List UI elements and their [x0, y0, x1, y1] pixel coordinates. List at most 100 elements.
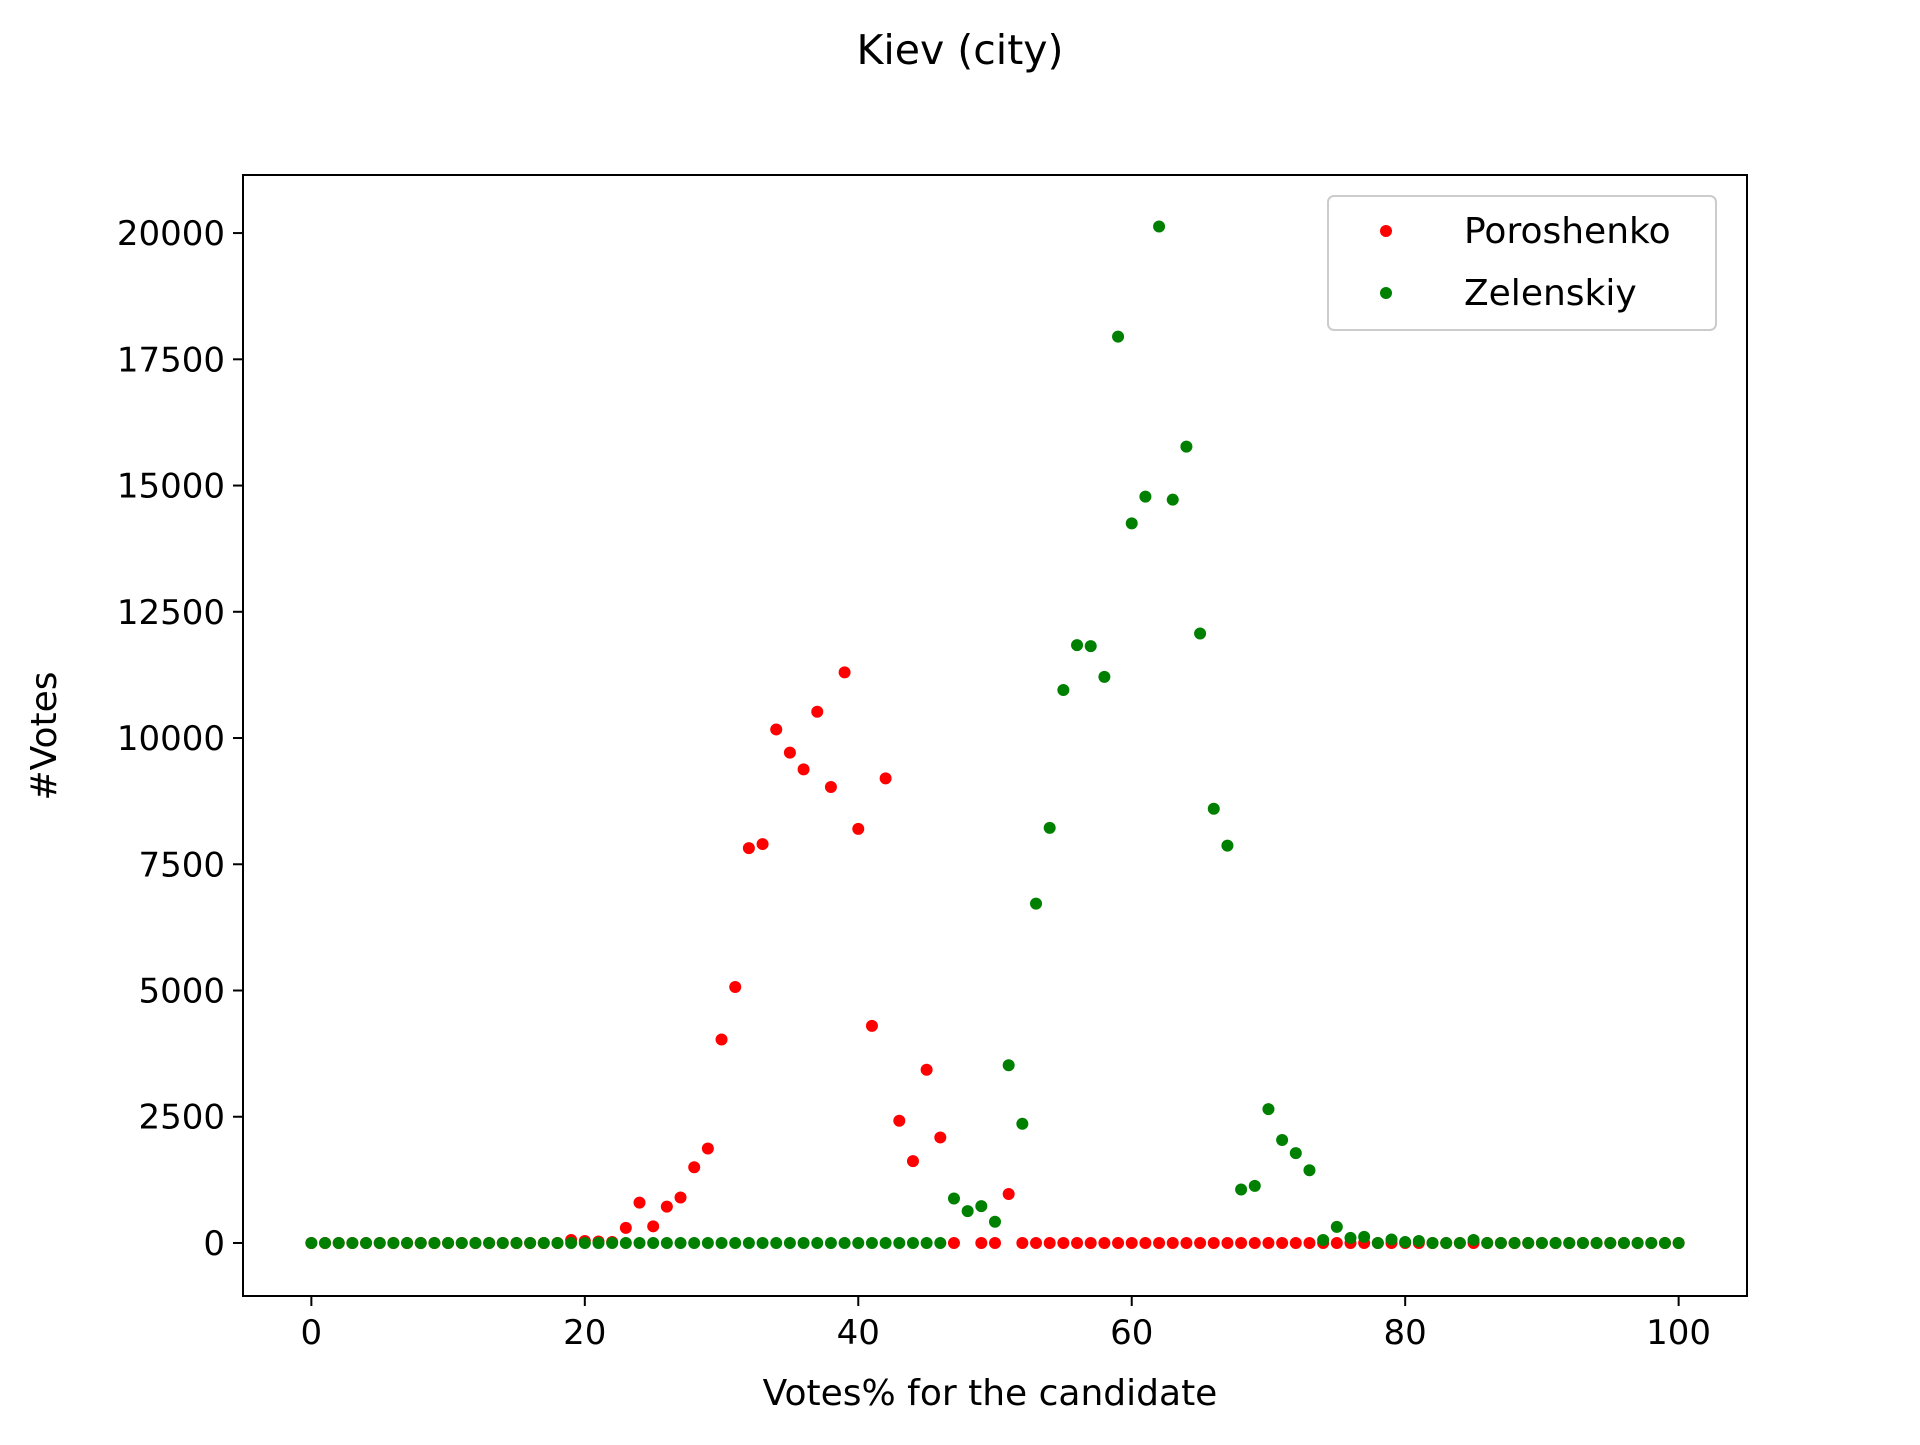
point-zelenskiy — [1508, 1236, 1521, 1249]
point-zelenskiy — [852, 1236, 865, 1249]
point-zelenskiy — [729, 1236, 742, 1249]
point-zelenskiy — [1344, 1231, 1357, 1244]
point-zelenskiy — [606, 1236, 619, 1249]
point-poroshenko — [1207, 1236, 1220, 1249]
point-poroshenko — [1221, 1236, 1234, 1249]
point-zelenskiy — [647, 1236, 660, 1249]
point-poroshenko — [1084, 1236, 1097, 1249]
point-poroshenko — [1194, 1236, 1207, 1249]
point-poroshenko — [1071, 1236, 1084, 1249]
point-zelenskiy — [674, 1236, 687, 1249]
point-zelenskiy — [496, 1236, 509, 1249]
y-tick-label: 20000 — [117, 214, 225, 254]
point-poroshenko — [947, 1236, 960, 1249]
point-poroshenko — [934, 1131, 947, 1144]
point-poroshenko — [660, 1200, 673, 1213]
point-zelenskiy — [578, 1236, 591, 1249]
point-poroshenko — [1016, 1236, 1029, 1249]
point-zelenskiy — [1098, 670, 1111, 683]
y-tick-label: 7500 — [138, 845, 225, 885]
x-tick-label: 0 — [301, 1313, 323, 1353]
point-poroshenko — [1289, 1236, 1302, 1249]
point-zelenskiy — [428, 1236, 441, 1249]
point-poroshenko — [715, 1033, 728, 1046]
point-zelenskiy — [1139, 490, 1152, 503]
point-zelenskiy — [824, 1236, 837, 1249]
point-zelenskiy — [373, 1236, 386, 1249]
point-zelenskiy — [906, 1236, 919, 1249]
point-zelenskiy — [1440, 1236, 1453, 1249]
point-zelenskiy — [1317, 1233, 1330, 1246]
point-poroshenko — [1112, 1236, 1125, 1249]
point-zelenskiy — [1207, 802, 1220, 815]
point-zelenskiy — [1494, 1236, 1507, 1249]
point-poroshenko — [1125, 1236, 1138, 1249]
point-zelenskiy — [1303, 1164, 1316, 1177]
point-zelenskiy — [469, 1236, 482, 1249]
y-axis-title: #Votes — [24, 671, 65, 800]
point-zelenskiy — [633, 1236, 646, 1249]
y-tick-label: 0 — [203, 1224, 225, 1264]
point-poroshenko — [647, 1220, 660, 1233]
legend: Poroshenko Zelenskiy — [1327, 195, 1717, 331]
point-zelenskiy — [1590, 1236, 1603, 1249]
point-poroshenko — [838, 666, 851, 679]
point-zelenskiy — [1481, 1236, 1494, 1249]
point-zelenskiy — [455, 1236, 468, 1249]
x-tick-label: 60 — [1110, 1313, 1153, 1353]
point-zelenskiy — [524, 1236, 537, 1249]
point-zelenskiy — [1194, 627, 1207, 640]
point-poroshenko — [1153, 1236, 1166, 1249]
x-axis-title: Votes% for the candidate — [763, 1373, 1218, 1414]
point-zelenskiy — [1453, 1236, 1466, 1249]
point-zelenskiy — [770, 1236, 783, 1249]
point-zelenskiy — [1235, 1183, 1248, 1196]
point-poroshenko — [989, 1236, 1001, 1249]
point-zelenskiy — [1248, 1179, 1261, 1192]
point-zelenskiy — [510, 1236, 523, 1249]
point-poroshenko — [619, 1221, 632, 1234]
point-zelenskiy — [1631, 1236, 1644, 1249]
point-poroshenko — [797, 763, 810, 776]
point-zelenskiy — [838, 1236, 851, 1249]
point-zelenskiy — [1522, 1236, 1535, 1249]
point-poroshenko — [865, 1019, 878, 1032]
legend-marker-poroshenko — [1380, 225, 1392, 237]
point-zelenskiy — [1426, 1236, 1439, 1249]
point-poroshenko — [1098, 1236, 1111, 1249]
point-zelenskiy — [961, 1205, 974, 1218]
legend-label-poroshenko: Poroshenko — [1464, 211, 1671, 252]
point-poroshenko — [1330, 1236, 1343, 1249]
plot-marks — [305, 220, 1685, 1249]
x-tick-label: 80 — [1384, 1313, 1427, 1353]
point-zelenskiy — [1071, 639, 1084, 652]
point-zelenskiy — [660, 1236, 673, 1249]
chart-title: Kiev (city) — [856, 26, 1063, 74]
x-tick-label: 40 — [837, 1313, 880, 1353]
point-zelenskiy — [1030, 897, 1043, 910]
y-tick-label: 15000 — [117, 467, 225, 507]
point-poroshenko — [1043, 1236, 1056, 1249]
point-poroshenko — [770, 723, 783, 736]
point-zelenskiy — [592, 1236, 605, 1249]
plot-frame — [242, 174, 1748, 1297]
point-zelenskiy — [1412, 1234, 1425, 1247]
point-zelenskiy — [783, 1236, 796, 1249]
point-poroshenko — [729, 980, 742, 993]
point-zelenskiy — [1084, 640, 1097, 653]
point-zelenskiy — [551, 1236, 564, 1249]
point-zelenskiy — [537, 1236, 550, 1249]
point-zelenskiy — [1371, 1236, 1384, 1249]
point-zelenskiy — [1289, 1147, 1302, 1160]
point-zelenskiy — [797, 1236, 810, 1249]
point-zelenskiy — [1330, 1220, 1343, 1233]
point-zelenskiy — [619, 1236, 632, 1249]
point-zelenskiy — [319, 1236, 332, 1249]
point-zelenskiy — [756, 1236, 769, 1249]
point-poroshenko — [756, 838, 769, 851]
point-zelenskiy — [701, 1236, 714, 1249]
point-poroshenko — [742, 842, 755, 855]
point-zelenskiy — [1276, 1133, 1289, 1146]
point-poroshenko — [1262, 1236, 1275, 1249]
